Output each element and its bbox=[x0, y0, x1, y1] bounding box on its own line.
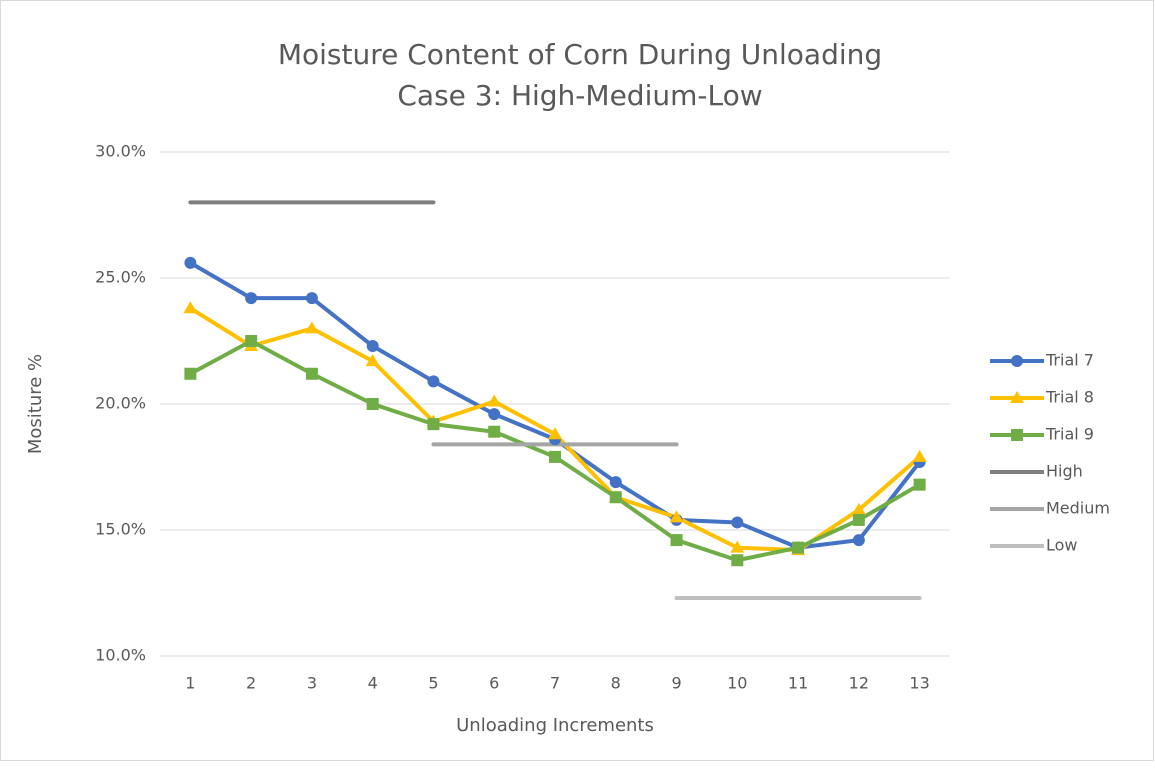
point-marker bbox=[488, 408, 501, 421]
point-marker bbox=[427, 418, 440, 431]
x-axis-label: Unloading Increments bbox=[456, 715, 654, 736]
x-tick-label: 2 bbox=[246, 674, 256, 693]
y-tick-label: 15.0% bbox=[95, 520, 146, 539]
x-tick-label: 4 bbox=[368, 674, 378, 693]
x-tick-label: 10 bbox=[727, 674, 747, 693]
legend-label: High bbox=[1046, 462, 1083, 481]
point-marker bbox=[365, 354, 380, 367]
x-tick-label: 11 bbox=[788, 674, 808, 693]
chart-title: Moisture Content of Corn During Unloadin… bbox=[278, 38, 882, 71]
point-marker bbox=[427, 375, 440, 388]
point-marker bbox=[184, 367, 197, 380]
chart-subtitle: Case 3: High-Medium-Low bbox=[397, 79, 762, 112]
y-tick-label: 25.0% bbox=[95, 268, 146, 287]
legend-label: Trial 7 bbox=[1045, 351, 1094, 370]
x-tick-label: 13 bbox=[909, 674, 929, 693]
point-marker bbox=[549, 450, 561, 463]
point-marker bbox=[913, 478, 926, 491]
point-marker bbox=[731, 516, 744, 529]
legend-label: Trial 8 bbox=[1045, 388, 1094, 407]
point-marker bbox=[245, 292, 258, 305]
point-marker bbox=[669, 510, 684, 523]
point-marker bbox=[912, 449, 927, 462]
point-marker bbox=[731, 554, 744, 567]
point-marker bbox=[366, 340, 379, 353]
y-tick-label: 30.0% bbox=[95, 142, 146, 161]
point-marker bbox=[851, 502, 866, 515]
point-marker bbox=[304, 321, 319, 334]
point-marker bbox=[852, 534, 865, 547]
point-marker bbox=[183, 301, 198, 314]
legend-label: Medium bbox=[1046, 499, 1110, 518]
point-marker bbox=[670, 534, 683, 547]
x-tick-label: 7 bbox=[550, 674, 560, 693]
point-marker bbox=[609, 476, 622, 489]
point-marker bbox=[1011, 355, 1023, 367]
x-tick-label: 6 bbox=[489, 674, 499, 693]
x-tick-label: 12 bbox=[849, 674, 869, 693]
point-marker bbox=[488, 425, 501, 438]
x-tick-label: 5 bbox=[428, 674, 438, 693]
x-tick-label: 8 bbox=[611, 674, 621, 693]
y-axis-label: Mositure % bbox=[25, 354, 46, 454]
point-marker bbox=[1010, 391, 1024, 403]
point-marker bbox=[852, 513, 865, 526]
x-tick-label: 3 bbox=[307, 674, 317, 693]
point-marker bbox=[184, 256, 197, 269]
point-marker bbox=[548, 427, 562, 440]
point-marker bbox=[305, 292, 318, 305]
point-marker bbox=[487, 394, 502, 407]
y-tick-label: 20.0% bbox=[95, 394, 146, 413]
point-marker bbox=[1011, 429, 1023, 441]
x-tick-label: 1 bbox=[185, 674, 195, 693]
point-marker bbox=[730, 540, 745, 553]
point-marker bbox=[245, 335, 258, 347]
y-tick-label: 10.0% bbox=[95, 646, 146, 665]
point-marker bbox=[609, 491, 622, 504]
legend-label: Low bbox=[1046, 536, 1078, 555]
point-marker bbox=[366, 398, 379, 410]
point-marker bbox=[792, 541, 805, 554]
legend-label: Trial 9 bbox=[1045, 425, 1094, 444]
x-tick-label: 9 bbox=[671, 674, 681, 693]
point-marker bbox=[305, 367, 318, 380]
